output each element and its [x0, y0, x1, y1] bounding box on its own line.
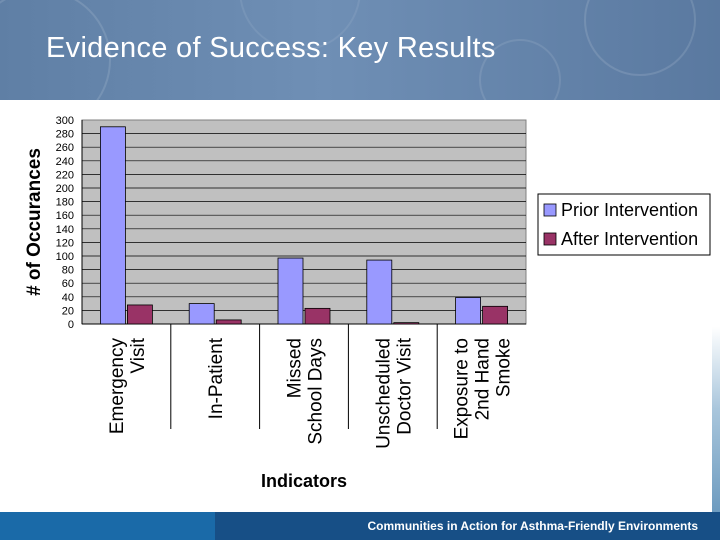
footer-bar: Communities in Action for Asthma-Friendl… [0, 512, 720, 540]
bar [482, 305, 509, 325]
deco-ring [479, 39, 561, 100]
y-tick-label: 240 [56, 156, 74, 168]
header-decoration [0, 0, 696, 100]
chart-area: 0 20 40 60 80 100 120 140 160 180 200 220 240 260 280 3… [8, 104, 712, 510]
x-tick-label: Unscheduled [373, 338, 394, 449]
bar [277, 257, 304, 325]
y-tick-label: 220 [56, 169, 74, 181]
bar [455, 297, 482, 325]
legend-label: After Intervention [561, 229, 698, 249]
x-tick-label: Smoke [494, 338, 515, 397]
x-tick-label: Exposure to [452, 338, 473, 439]
bar [393, 322, 420, 325]
bar [188, 303, 215, 325]
y-tick-label: 140 [56, 224, 74, 236]
x-tick-label: School Days [306, 338, 327, 445]
y-tick-label: 180 [56, 197, 74, 209]
y-tick-label: 60 [62, 278, 74, 290]
deco-ring [0, 0, 111, 100]
legend-swatch [543, 232, 557, 246]
y-tick-label: 200 [56, 183, 74, 195]
y-tick-label: 260 [56, 142, 74, 154]
legend-swatch [543, 203, 557, 217]
bar [215, 319, 242, 325]
x-tick-label: 2nd Hand [473, 338, 494, 420]
x-tick-label: Missed [285, 338, 306, 398]
slide-title: Evidence of Success: Key Results [46, 32, 496, 64]
bar [304, 307, 331, 325]
deco-ring [584, 0, 696, 76]
y-axis-title: # of Occurances [24, 148, 45, 296]
footer-accent [0, 512, 215, 540]
x-tick-label: Visit [128, 337, 149, 373]
slide-header: Evidence of Success: Key Results [0, 0, 720, 100]
y-tick-label: 100 [56, 251, 74, 263]
y-tick-label: 0 [68, 319, 74, 331]
y-tick-label: 300 [56, 115, 74, 127]
x-axis-title: Indicators [261, 471, 347, 491]
y-tick-label: 280 [56, 129, 74, 141]
plot-area [81, 119, 527, 325]
legend-box [537, 193, 711, 256]
y-tick-label: 20 [62, 305, 74, 317]
x-tick-label: Emergency [107, 338, 128, 435]
y-tick-label: 80 [62, 265, 74, 277]
y-tick-label: 40 [62, 292, 74, 304]
left-edge [0, 100, 8, 512]
y-tick-label: 120 [56, 237, 74, 249]
deco-ring [239, 0, 361, 51]
footer-text: Communities in Action for Asthma-Friendl… [367, 519, 698, 533]
x-tick-label: In-Patient [206, 337, 227, 419]
bar [366, 259, 393, 325]
legend-label: Prior Intervention [561, 200, 698, 220]
bar [100, 126, 126, 325]
x-tick-label: Doctor Visit [394, 337, 415, 435]
bar [127, 304, 153, 325]
right-edge-decoration [712, 100, 720, 512]
y-tick-label: 160 [56, 210, 74, 222]
